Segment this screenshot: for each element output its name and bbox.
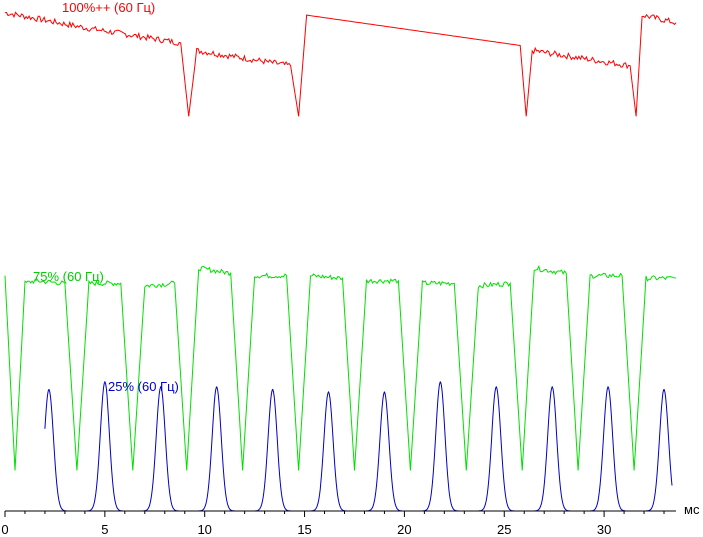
series-2-peak-2	[160, 386, 162, 388]
series-2-peak-3	[216, 386, 218, 388]
series-2-peak-8	[495, 386, 497, 388]
series-2-peak-10	[607, 386, 609, 388]
x-tick-label-0: 0	[1, 522, 8, 537]
series-2-peak-11	[663, 388, 665, 391]
series-2-peak-7	[439, 381, 441, 383]
x-tick-label-25: 25	[497, 522, 511, 537]
x-tick-label-10: 10	[197, 522, 211, 537]
series-label-25: 25% (60 Гц)	[108, 379, 179, 394]
series-2-peak-1	[104, 381, 106, 383]
series-label-75: 75% (60 Гц)	[33, 269, 104, 284]
plot-area	[4, 11, 677, 512]
series-2-peak-0	[48, 388, 50, 391]
x-tick-label-20: 20	[397, 522, 411, 537]
series-line-1	[4, 264, 677, 471]
series-label-100: 100%++ (60 Гц)	[62, 0, 155, 15]
x-tick-label-5: 5	[101, 522, 108, 537]
series-2-peak-5	[327, 391, 330, 393]
series-2-peak-9	[551, 386, 553, 388]
x-axis-unit-label: мс	[684, 502, 700, 517]
series-2-peak-6	[383, 391, 386, 393]
x-tick-label-30: 30	[597, 522, 611, 537]
series-line-0	[4, 11, 677, 117]
x-axis-ticks: 0 5 10 15 20 25 30	[1, 511, 665, 537]
series-2-peak-4	[272, 388, 274, 391]
x-tick-label-15: 15	[297, 522, 311, 537]
